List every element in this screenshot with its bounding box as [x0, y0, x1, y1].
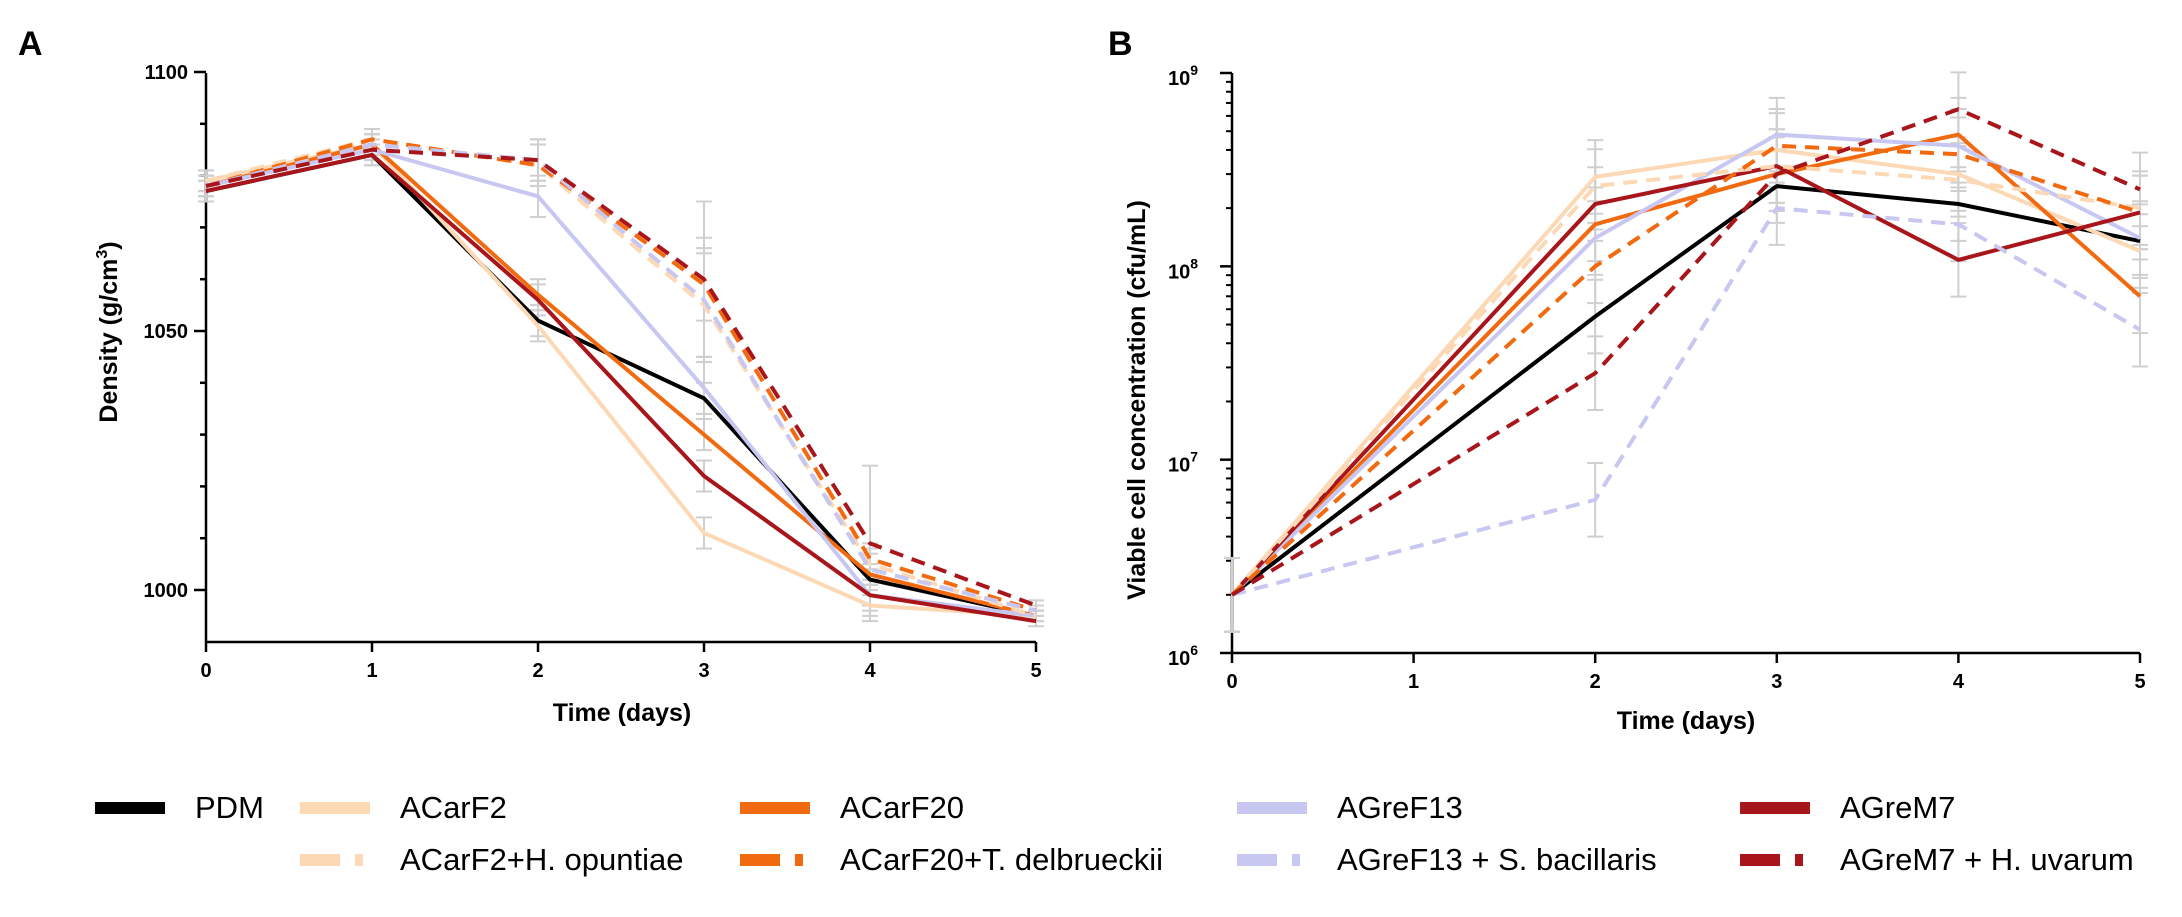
viable-cells-y-tick-label: 108: [1168, 255, 1198, 283]
viable-cells-x-axis-title: Time (days): [1617, 707, 1755, 735]
density-x-tick-label: 0: [200, 660, 211, 682]
viable-cells-y-tick-label: 106: [1168, 642, 1198, 670]
density-x-tick-label: 4: [864, 660, 876, 682]
density-y-axis-title-sup: 3: [94, 250, 111, 259]
legend-label-acarf20: ACarF20: [840, 790, 964, 825]
density-y-tick-label: 1050: [144, 321, 189, 343]
density-series-lines: [205, 137, 1037, 624]
viable-cells-x-tick-label: 4: [1953, 671, 1965, 693]
viable-cells-line-agref13-s-bacillaris: [1231, 206, 2142, 597]
viable-cells-x-tick-label: 0: [1226, 671, 1237, 693]
viable-cells-series-lines: [1230, 107, 2142, 597]
panel-letter-a: A: [18, 25, 43, 63]
legend-label-acarf2-ho: ACarF2+H. opuntiae: [400, 842, 683, 877]
viable-cells-line-acarf2: [1230, 147, 2141, 597]
density-line-acarf2-h-opuntiae: [205, 137, 1037, 618]
legend-label-agref13: AGreF13: [1337, 790, 1463, 825]
legend-label-agref13-sb: AGreF13 + S. bacillaris: [1337, 842, 1657, 877]
density-axes: 0 1 2 3 4 5 1000 1050 1100: [144, 62, 1042, 682]
legend: PDM ACarF2 ACarF20 AGreF13 AGreM7 ACarF2+H. o…: [95, 790, 2134, 877]
density-y-tick-label: 1100: [145, 62, 188, 84]
viable-cells-line-acarf20-t-delbrueckii: [1230, 143, 2141, 597]
viable-cells-y-tick-label: 107: [1168, 449, 1198, 477]
density-line-acarf2: [205, 142, 1037, 618]
viable-cells-line-agrem7-h-uvarum: [1230, 107, 2141, 597]
density-line-agrem7: [205, 152, 1037, 624]
density-x-tick-label: 1: [366, 660, 377, 682]
legend-label-acarf2: ACarF2: [400, 790, 507, 825]
density-x-tick-label: 5: [1030, 660, 1041, 682]
viable-cells-x-tick-label: 1: [1408, 671, 1419, 693]
density-y-axis-title-end: ): [95, 241, 123, 249]
viable-cells-chart: 0 1 2 3 4 5 106 107 108 109 Time (days) Viable ce…: [1123, 62, 2148, 735]
viable-cells-error-bars: [1224, 71, 2148, 633]
viable-cells-y-tick-label: 109: [1168, 62, 1198, 90]
density-error-bars: [198, 127, 1044, 628]
panel-letter-b: B: [1108, 25, 1133, 63]
legend-label-agrem7-hu: AGreM7 + H. uvarum: [1840, 842, 2134, 877]
viable-cells-line-agrem7: [1230, 164, 2141, 597]
density-line-agrem7-h-uvarum: [205, 147, 1037, 608]
viable-cells-line-acarf20: [1230, 132, 2142, 597]
density-x-axis-title: Time (days): [553, 699, 691, 727]
viable-cells-axes: 0 1 2 3 4 5 106 107 108 109: [1168, 62, 2146, 693]
viable-cells-x-tick-label: 2: [1590, 671, 1601, 693]
density-x-tick-label: 3: [698, 660, 709, 682]
viable-cells-y-axis-title: Viable cell concentration (cfu/mL): [1123, 200, 1151, 600]
density-line-agref13-s-bacillaris: [205, 142, 1037, 613]
viable-cells-x-tick-label: 3: [1771, 671, 1782, 693]
density-y-axis-title-main: Density (g/cm: [95, 259, 123, 423]
density-y-tick-label: 1000: [144, 580, 189, 602]
viable-cells-line-acarf2-h-opuntiae: [1230, 164, 2141, 597]
legend-label-pdm: PDM: [195, 790, 264, 825]
density-line-acarf20: [205, 142, 1037, 618]
density-line-acarf20-t-delbrueckii: [205, 137, 1037, 613]
legend-label-agrem7: AGreM7: [1840, 790, 1955, 825]
density-x-tick-label: 2: [532, 660, 543, 682]
viable-cells-x-tick-label: 5: [2134, 671, 2145, 693]
viable-cells-line-agref13: [1230, 132, 2141, 597]
density-y-axis-title: Density (g/cm3): [94, 241, 123, 422]
viable-cells-line-pdm: [1230, 184, 2141, 597]
density-chart: 0 1 2 3 4 5 1000 1050 1100 Time (days) Density (…: [94, 62, 1044, 727]
legend-label-acarf20-td: ACarF20+T. delbrueckii: [840, 842, 1163, 877]
